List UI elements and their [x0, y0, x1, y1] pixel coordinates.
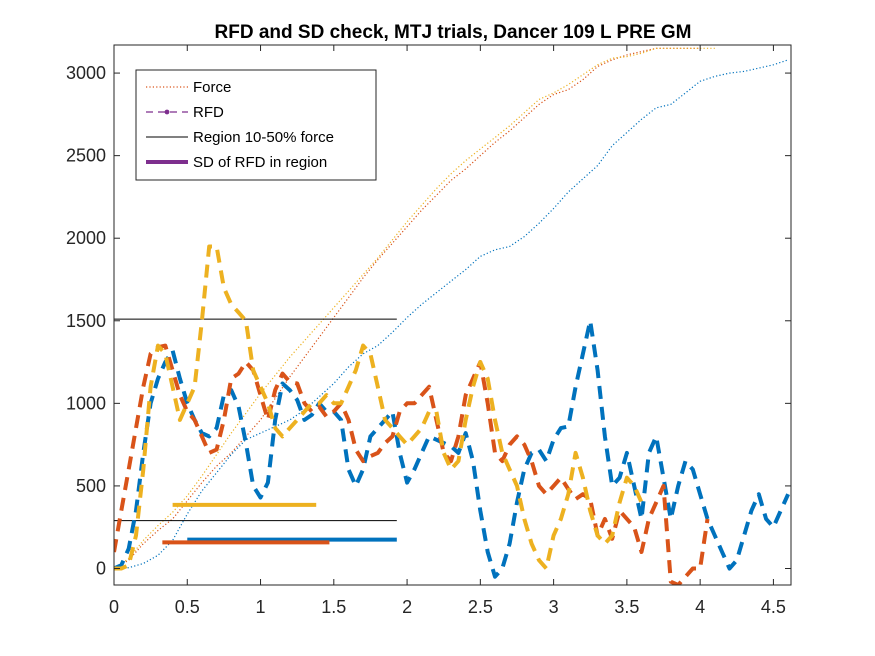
x-tick-label: 0.5: [175, 597, 200, 617]
y-tick-label: 0: [96, 558, 106, 578]
x-tick-label: 4.5: [761, 597, 786, 617]
x-tick-label: 1.5: [321, 597, 346, 617]
legend-label: Region 10-50% force: [193, 129, 334, 146]
rfd-line-1: [114, 343, 710, 585]
legend-marker-rfd: [164, 109, 170, 115]
y-tick-label: 500: [76, 476, 106, 496]
legend: Force RFD Region 10-50% force SD of RFD in …: [135, 69, 377, 181]
force-line-1: [114, 47, 701, 570]
x-tick-label: 2.5: [468, 597, 493, 617]
legend-label: Force: [193, 79, 231, 96]
legend-label: RFD: [193, 104, 224, 121]
legend-label: SD of RFD in region: [193, 154, 327, 171]
y-tick-label: 1000: [66, 393, 106, 413]
y-tick-label: 1500: [66, 311, 106, 331]
y-tick-label: 3000: [66, 63, 106, 83]
x-tick-label: 4: [695, 597, 705, 617]
x-tick-label: 3: [549, 597, 559, 617]
force-line-0: [114, 59, 789, 570]
y-tick-label: 2500: [66, 146, 106, 166]
chart-title: RFD and SD check, MTJ trials, Dancer 109…: [215, 22, 692, 43]
y-tick-label: 2000: [66, 228, 106, 248]
force-line-2: [114, 47, 715, 569]
x-tick-label: 3.5: [614, 597, 639, 617]
x-tick-label: 0: [109, 597, 119, 617]
axes-box: [113, 44, 792, 586]
rfd-line-2: [114, 244, 644, 571]
plot-area: [114, 47, 790, 585]
axis-ticks: 0 0.5 1 1.5 2 2.5 3 3.5 4 4.5 0 500 1000 1500 2000 2500…: [66, 45, 791, 617]
x-tick-label: 1: [256, 597, 266, 617]
x-tick-label: 2: [402, 597, 412, 617]
